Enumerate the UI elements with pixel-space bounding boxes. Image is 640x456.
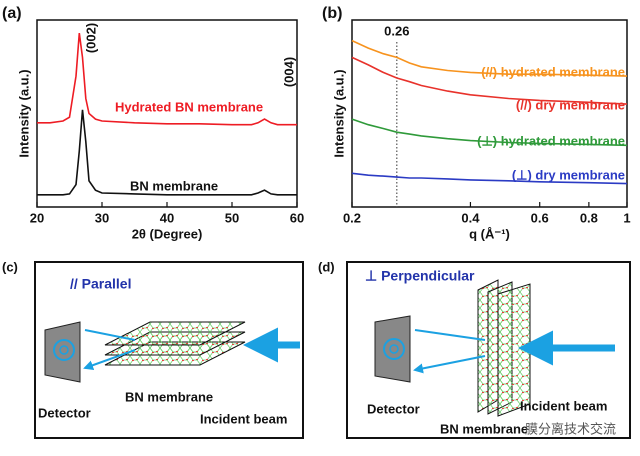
- ring: [59, 345, 69, 355]
- x-tick-label: 50: [225, 210, 239, 225]
- series-label: BN membrane: [130, 178, 218, 193]
- label: Incident beam: [200, 411, 287, 426]
- marker-label: 0.26: [384, 23, 409, 38]
- diagram-title: // Parallel: [70, 276, 131, 292]
- scattered-beam: [415, 329, 486, 370]
- label: BN membrane: [125, 389, 213, 404]
- x-tick-label: 1: [623, 210, 630, 225]
- x-tick-label: 0.8: [580, 210, 598, 225]
- label: Incident beam: [520, 398, 607, 413]
- ring: [389, 344, 399, 354]
- series-line: [37, 32, 297, 126]
- y-axis-label: Intensity (a.u.): [331, 69, 346, 157]
- x-tick-label: 0.2: [343, 210, 361, 225]
- panel-label: (a): [2, 5, 22, 22]
- label: Detector: [367, 401, 420, 416]
- series-line: [37, 109, 297, 196]
- x-tick-label: 20: [30, 210, 44, 225]
- x-axis-label: q (Å⁻¹): [469, 226, 510, 241]
- panel-label: (d): [318, 259, 335, 274]
- panel-label: (c): [2, 259, 18, 274]
- ring: [383, 338, 405, 360]
- membrane-stack: [477, 279, 531, 417]
- peak-label: (004): [281, 57, 296, 87]
- y-axis-label: Intensity (a.u.): [16, 69, 31, 157]
- series-label: (//) dry membrane: [516, 97, 625, 112]
- series-line: [351, 118, 628, 147]
- x-tick-label: 30: [95, 210, 109, 225]
- scattered-beam: [85, 329, 136, 368]
- x-tick-label: 60: [290, 210, 304, 225]
- diagram-title: ⊥ Perpendicular: [365, 268, 475, 284]
- diagram-c: (c) // Parallel Detector BN membrane Inc…: [2, 259, 304, 439]
- series-label: (⊥) hydrated membrane: [477, 133, 625, 148]
- series-line: [351, 172, 628, 185]
- plot-frame: [351, 19, 628, 208]
- x-axis-label: 2θ (Degree): [132, 226, 203, 241]
- x-tick-label: 0.4: [461, 210, 480, 225]
- series-label: (⊥) dry membrane: [512, 167, 625, 182]
- x-tick-label: 40: [160, 210, 174, 225]
- label: BN membrane: [440, 421, 528, 436]
- panel-label: (b): [322, 5, 342, 22]
- series-label: Hydrated BN membrane: [115, 99, 263, 114]
- watermark: 膜分离技术交流: [525, 421, 616, 436]
- label: Detector: [38, 405, 91, 420]
- detector-icon: [44, 321, 81, 383]
- x-tick-label: 0.6: [531, 210, 549, 225]
- series-line: [351, 39, 628, 77]
- membrane-stack: [104, 321, 246, 366]
- series-label: (//) hydrated membrane: [481, 64, 625, 79]
- ring: [53, 339, 75, 361]
- peak-label: (002): [83, 23, 98, 53]
- diagram-d: (d) ⊥ Perpendicular Detector Incident be…: [318, 259, 631, 439]
- series-line: [351, 56, 628, 105]
- detector-icon: [374, 315, 411, 383]
